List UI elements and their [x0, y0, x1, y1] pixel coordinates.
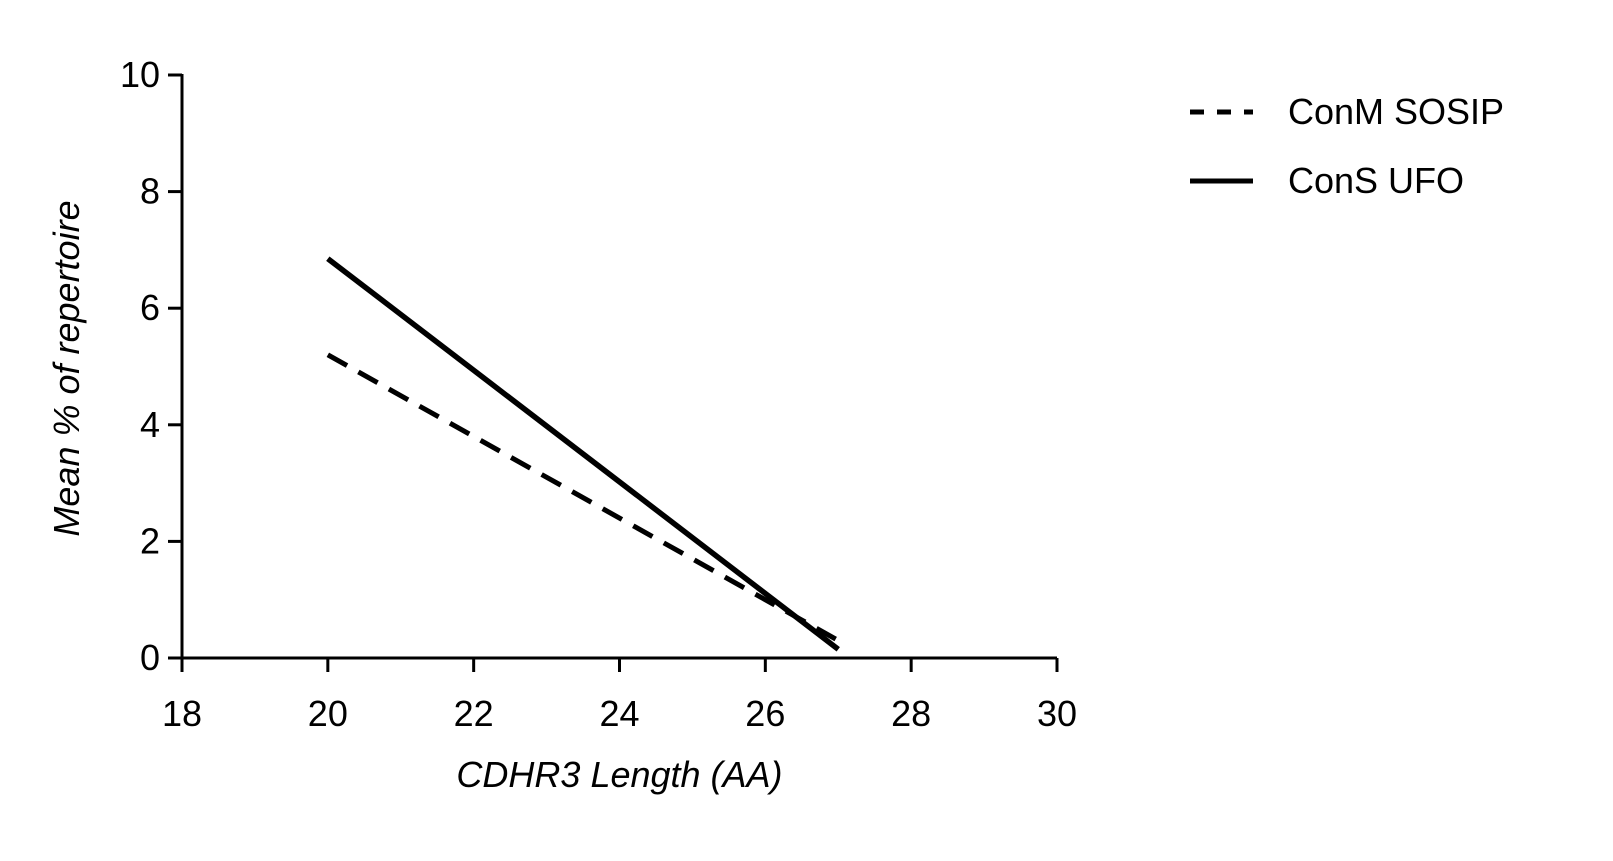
- x-tick-label: 24: [599, 693, 639, 734]
- x-tick-label: 18: [162, 693, 202, 734]
- legend-label: ConM SOSIP: [1288, 91, 1504, 132]
- x-tick-label: 20: [308, 693, 348, 734]
- x-tick-label: 28: [891, 693, 931, 734]
- series-line-dashed: [326, 352, 840, 643]
- legend: ConM SOSIP ConS UFO: [1190, 91, 1504, 201]
- x-tick-label: 26: [745, 693, 785, 734]
- x-axis-title: CDHR3 Length (AA): [456, 754, 782, 795]
- series-layer: [326, 256, 840, 652]
- y-axis-ticks: 0 2 4 6 8 10: [120, 54, 182, 678]
- x-axis-ticks: 18 20 22 24 26 28 30: [162, 658, 1077, 734]
- y-tick-label: 8: [140, 171, 160, 212]
- y-tick-label: 0: [140, 637, 160, 678]
- x-tick-label: 22: [454, 693, 494, 734]
- y-tick-label: 2: [140, 520, 160, 561]
- y-axis-title: Mean % of repertoire: [46, 200, 87, 536]
- x-tick-label: 30: [1037, 693, 1077, 734]
- y-tick-label: 10: [120, 54, 160, 95]
- y-tick-label: 6: [140, 287, 160, 328]
- series-line-solid: [326, 256, 840, 652]
- y-tick-label: 4: [140, 404, 160, 445]
- legend-label: ConS UFO: [1288, 160, 1464, 201]
